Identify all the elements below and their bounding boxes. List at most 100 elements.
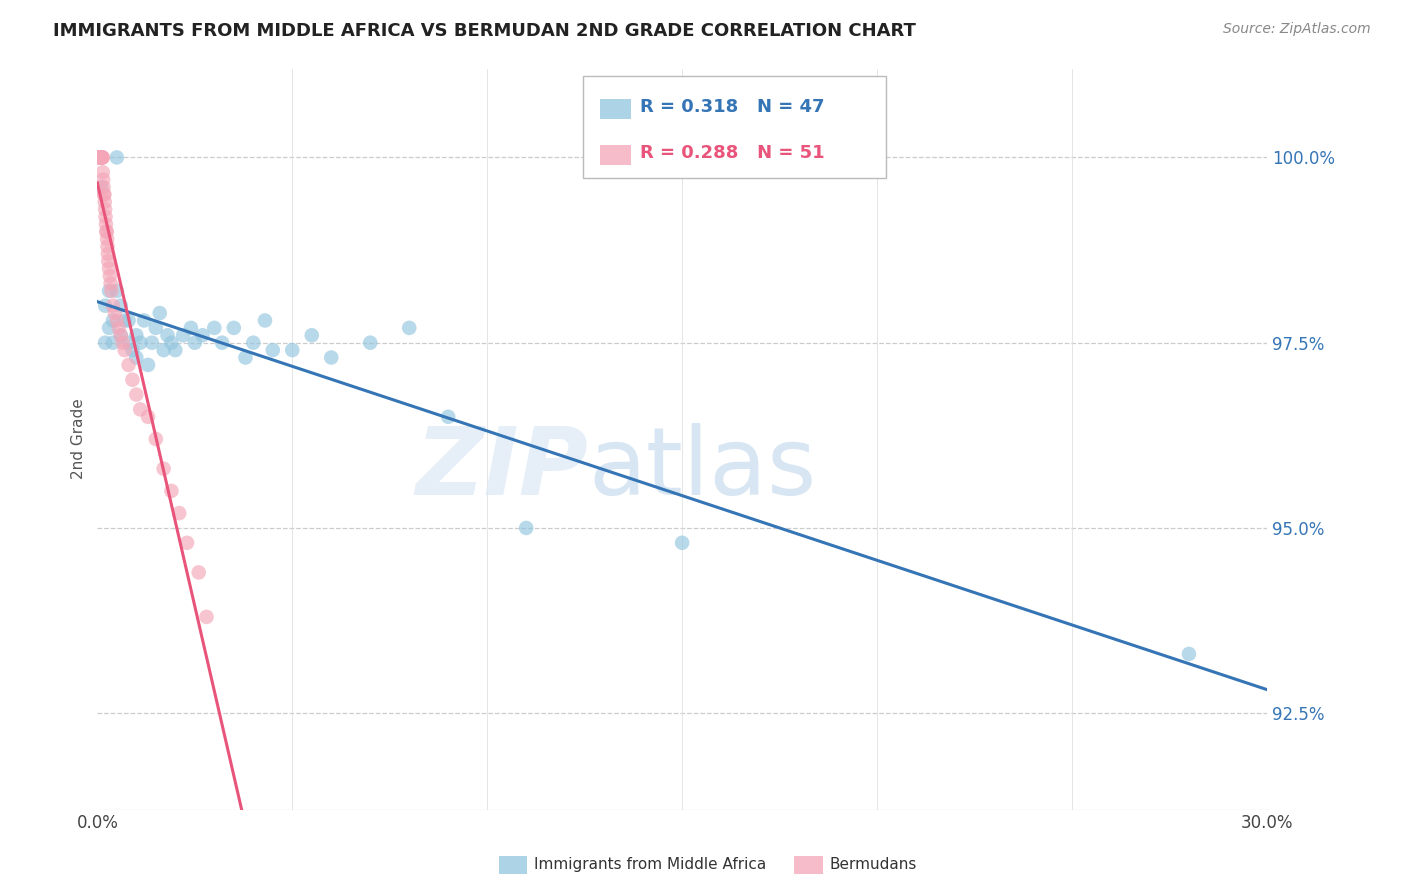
Point bbox=[110, 328, 132, 343]
Point bbox=[167, 506, 190, 520]
Point bbox=[98, 261, 121, 276]
Point bbox=[91, 165, 114, 179]
Text: Immigrants from Middle Africa: Immigrants from Middle Africa bbox=[534, 857, 766, 871]
Point bbox=[100, 284, 122, 298]
Point bbox=[184, 335, 207, 350]
Point bbox=[117, 313, 139, 327]
Point bbox=[180, 321, 202, 335]
Point bbox=[129, 335, 152, 350]
Point bbox=[94, 202, 117, 217]
Point bbox=[172, 328, 194, 343]
Point bbox=[121, 373, 143, 387]
Point bbox=[136, 358, 159, 372]
Point bbox=[110, 299, 132, 313]
Point bbox=[96, 225, 118, 239]
Point bbox=[125, 328, 148, 343]
Point bbox=[145, 432, 167, 446]
Point bbox=[105, 151, 128, 165]
Text: R = 0.288   N = 51: R = 0.288 N = 51 bbox=[640, 145, 824, 162]
Point bbox=[195, 610, 218, 624]
Point bbox=[125, 387, 148, 401]
Point bbox=[101, 299, 124, 313]
Text: IMMIGRANTS FROM MIDDLE AFRICA VS BERMUDAN 2ND GRADE CORRELATION CHART: IMMIGRANTS FROM MIDDLE AFRICA VS BERMUDA… bbox=[53, 22, 917, 40]
Point bbox=[104, 306, 127, 320]
Point bbox=[91, 151, 114, 165]
Point bbox=[211, 335, 233, 350]
Point bbox=[98, 268, 121, 283]
Point bbox=[100, 277, 122, 291]
Point bbox=[90, 151, 112, 165]
Point bbox=[107, 321, 129, 335]
Point bbox=[87, 151, 110, 165]
Point bbox=[398, 321, 420, 335]
Point bbox=[90, 151, 112, 165]
Point bbox=[96, 225, 118, 239]
Point bbox=[152, 343, 174, 357]
Point bbox=[93, 187, 115, 202]
Y-axis label: 2nd Grade: 2nd Grade bbox=[72, 399, 86, 479]
Point bbox=[202, 321, 225, 335]
Point bbox=[222, 321, 245, 335]
Point bbox=[94, 299, 117, 313]
Point bbox=[91, 151, 114, 165]
Point bbox=[89, 151, 111, 165]
Point bbox=[117, 358, 139, 372]
Text: Bermudans: Bermudans bbox=[830, 857, 917, 871]
Point bbox=[94, 210, 117, 224]
Point bbox=[87, 151, 110, 165]
Point bbox=[235, 351, 257, 365]
Point bbox=[105, 313, 128, 327]
Point bbox=[94, 194, 117, 209]
Point bbox=[114, 313, 136, 327]
Point bbox=[90, 151, 112, 165]
Point bbox=[129, 402, 152, 417]
Point bbox=[117, 335, 139, 350]
Point bbox=[253, 313, 276, 327]
Point bbox=[91, 172, 114, 186]
Point bbox=[156, 328, 179, 343]
Point bbox=[321, 351, 343, 365]
Point bbox=[125, 351, 148, 365]
Point bbox=[110, 328, 132, 343]
Point bbox=[515, 521, 537, 535]
Point bbox=[145, 321, 167, 335]
Text: atlas: atlas bbox=[589, 423, 817, 515]
Point bbox=[359, 335, 381, 350]
Point bbox=[262, 343, 284, 357]
Point bbox=[105, 284, 128, 298]
Point bbox=[160, 335, 183, 350]
Point bbox=[187, 566, 209, 580]
Point bbox=[96, 232, 118, 246]
Point bbox=[101, 313, 124, 327]
Point bbox=[121, 343, 143, 357]
Point bbox=[94, 217, 117, 231]
Point bbox=[114, 343, 136, 357]
Point bbox=[176, 535, 198, 549]
Point bbox=[97, 254, 120, 268]
Point bbox=[89, 151, 111, 165]
Point bbox=[160, 483, 183, 498]
Text: ZIP: ZIP bbox=[416, 423, 589, 515]
Point bbox=[96, 239, 118, 253]
Point bbox=[437, 409, 460, 424]
Point bbox=[191, 328, 214, 343]
Point bbox=[91, 151, 114, 165]
Point bbox=[89, 151, 111, 165]
Point bbox=[93, 187, 115, 202]
Point bbox=[90, 151, 112, 165]
Point bbox=[242, 335, 264, 350]
Point bbox=[1178, 647, 1201, 661]
Text: Source: ZipAtlas.com: Source: ZipAtlas.com bbox=[1223, 22, 1371, 37]
Point bbox=[281, 343, 304, 357]
Point bbox=[136, 409, 159, 424]
Point bbox=[98, 284, 121, 298]
Point bbox=[301, 328, 323, 343]
Point bbox=[141, 335, 163, 350]
Point bbox=[90, 180, 112, 194]
Point bbox=[97, 247, 120, 261]
Point bbox=[149, 306, 172, 320]
Point bbox=[152, 461, 174, 475]
Point bbox=[111, 335, 134, 350]
Point bbox=[94, 335, 117, 350]
Text: R = 0.318   N = 47: R = 0.318 N = 47 bbox=[640, 98, 824, 116]
